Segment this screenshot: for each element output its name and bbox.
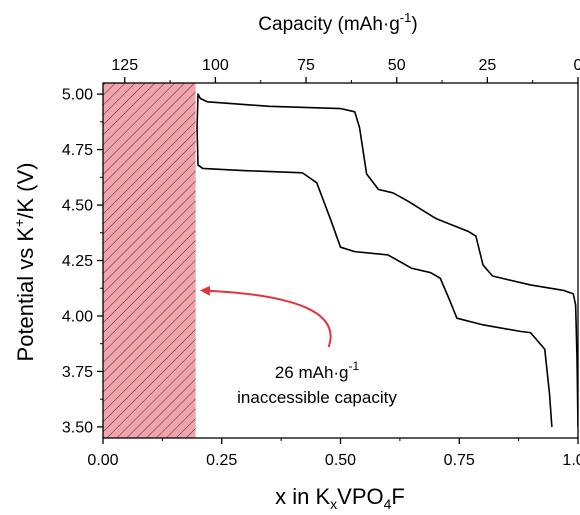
- x-axis-ticks: 0.00 0.25 0.50 0.75 1.00: [87, 438, 580, 469]
- x-tick-label: 0.75: [444, 452, 475, 469]
- y-tick-label: 4.50: [62, 198, 93, 215]
- x-tick-label: 0.25: [206, 452, 237, 469]
- top-tick-label: 100: [202, 57, 229, 74]
- y-axis-title: Potential vs K+/K (V): [11, 163, 38, 362]
- top-tick-label: 125: [111, 57, 138, 74]
- top-tick-label: 50: [388, 57, 406, 74]
- annotation-arrow: [200, 285, 332, 348]
- y-tick-label: 3.75: [62, 364, 93, 381]
- top-axis-ticks: 125 100 75 50 25 0: [111, 57, 580, 83]
- series-group: [196, 93, 578, 427]
- annotation-line-1: 26 mAh·g-1: [275, 359, 360, 382]
- y-tick-label: 4.00: [62, 308, 93, 325]
- annotation: 26 mAh·g-1 inaccessible capacity: [200, 285, 397, 407]
- x-tick-label: 1.00: [562, 452, 580, 469]
- top-tick-label: 25: [478, 57, 496, 74]
- top-axis-title: Capacity (mAh·g-1): [258, 10, 417, 35]
- inaccessible-region: [103, 83, 196, 438]
- annotation-line-2: inaccessible capacity: [237, 388, 397, 407]
- y-tick-label: 4.75: [62, 142, 93, 159]
- series-line-0: [196, 93, 578, 427]
- y-axis-ticks: 3.50 3.75 4.00 4.25 4.50 4.75 5.00: [62, 87, 103, 436]
- y-tick-label: 5.00: [62, 87, 93, 104]
- x-tick-label: 0.00: [87, 452, 118, 469]
- x-tick-label: 0.50: [325, 452, 356, 469]
- y-tick-label: 3.50: [62, 419, 93, 436]
- inaccessible-region-hatch: [103, 83, 196, 438]
- top-tick-label: 75: [297, 57, 315, 74]
- y-tick-label: 4.25: [62, 253, 93, 270]
- x-axis-title: x in KxVPO4F: [275, 484, 405, 512]
- top-tick-label: 0: [574, 57, 580, 74]
